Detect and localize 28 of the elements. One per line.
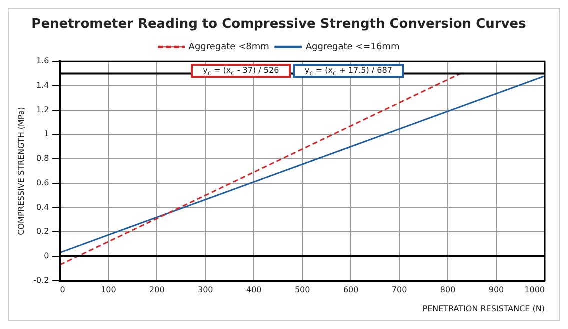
y-tick-label: 1.4 bbox=[36, 81, 50, 90]
y-tick-label: 1.2 bbox=[36, 105, 50, 114]
legend-label: Aggregate <=16mm bbox=[306, 42, 400, 52]
x-tick-label: 1000 bbox=[524, 286, 545, 295]
x-tick-label: 500 bbox=[294, 286, 310, 295]
y-tick-label: 0 bbox=[44, 252, 50, 261]
x-tick-label: 200 bbox=[150, 286, 165, 295]
y-tick-label: -0.2 bbox=[34, 276, 50, 285]
y-tick-label: 0.8 bbox=[36, 154, 50, 164]
y-axis-title: COMPRESSIVE STRENGTH (MPa) bbox=[16, 107, 26, 236]
x-tick-label: 400 bbox=[246, 286, 262, 295]
y-tick-label: 1 bbox=[44, 130, 50, 139]
x-tick-label: 600 bbox=[343, 286, 359, 295]
y-tick-label: 0.6 bbox=[36, 178, 50, 188]
chart-title: Penetrometer Reading to Compressive Strength Conversion Curves bbox=[32, 17, 527, 32]
x-tick-label: 800 bbox=[440, 286, 456, 295]
x-tick-label: 0 bbox=[60, 286, 66, 295]
annotation: y$_{c}$ = (x$_{c}$ - 37) / 526 bbox=[191, 64, 292, 78]
y-tick-label: 0.2 bbox=[36, 227, 50, 236]
x-tick-label: 700 bbox=[392, 286, 408, 295]
x-axis-title: PENETRATION RESISTANCE (N) bbox=[422, 304, 545, 314]
legend-label: Aggregate <8mm bbox=[188, 42, 270, 52]
x-tick-label: 100 bbox=[101, 286, 116, 295]
y-tick-label: 0.4 bbox=[36, 202, 50, 212]
y-tick-label: 1.6 bbox=[36, 56, 50, 66]
annotation: y$_{c}$ = (x$_{c}$ + 17.5) / 687 bbox=[292, 64, 404, 78]
x-tick-label: 300 bbox=[198, 286, 214, 295]
x-tick-label: 900 bbox=[488, 286, 504, 295]
